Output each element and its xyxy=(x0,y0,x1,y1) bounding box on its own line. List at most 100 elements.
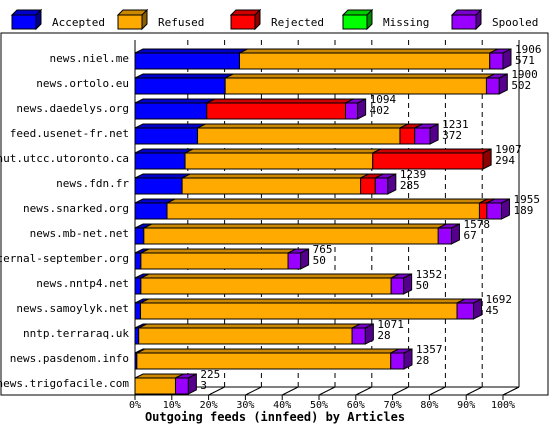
total-label: 1071 xyxy=(377,318,404,331)
bar-segment xyxy=(224,77,487,95)
bar-end-cap xyxy=(501,198,511,220)
legend-label: Rejected xyxy=(271,16,324,29)
bar-segment xyxy=(437,227,452,245)
bar-end-cap xyxy=(387,173,397,195)
x-tick-label: 90% xyxy=(457,400,475,411)
row-label: news.niel.me xyxy=(50,52,129,65)
x-tick-label: 40% xyxy=(273,400,291,411)
bar-segment xyxy=(134,152,186,170)
row-label: nut.utcc.utoronto.ca xyxy=(0,152,129,165)
bar-end-cap xyxy=(473,298,483,320)
gridline-floor xyxy=(502,386,520,396)
secondary-label: 189 xyxy=(514,204,534,217)
bar-segment-top xyxy=(372,148,492,154)
bar-segment-top xyxy=(140,248,297,254)
bar-segment xyxy=(143,227,439,245)
legend-swatch xyxy=(342,14,368,30)
bar-segment xyxy=(239,52,491,70)
bar-segment-top xyxy=(136,348,399,354)
total-label: 1352 xyxy=(416,268,443,281)
secondary-label: 294 xyxy=(495,154,515,167)
bar-segment xyxy=(134,377,176,395)
row-labels: news.niel.me news.ortolo.eu news.daedelys.… xyxy=(0,52,129,390)
bar-segment xyxy=(134,127,199,145)
bar-segment xyxy=(174,377,189,395)
bar-segment xyxy=(134,302,142,320)
bar-end-cap xyxy=(429,123,439,145)
bar-segment-top xyxy=(134,73,234,79)
secondary-label: 502 xyxy=(511,79,531,92)
row-label: eternal-september.org xyxy=(0,252,129,265)
bar-segment xyxy=(134,77,226,95)
x-tick-label: 20% xyxy=(200,400,218,411)
total-label: 1906 xyxy=(515,43,542,56)
row-label: news.samoylyk.net xyxy=(16,302,129,315)
legend-label: Accepted xyxy=(52,16,105,29)
secondary-label: 67 xyxy=(463,229,476,242)
legend: Accepted Refused Rejected Missing Spooled xyxy=(10,8,538,31)
row-label: news.snarked.org xyxy=(23,202,129,215)
bars xyxy=(134,48,512,395)
gridline-floor xyxy=(392,386,409,396)
bar-segment xyxy=(344,102,359,120)
value-labels: 1906571190050210944021231372190729412392… xyxy=(200,43,541,392)
bar-segment-top xyxy=(138,323,361,329)
bar-segment xyxy=(184,152,374,170)
bar-end-cap xyxy=(403,348,413,370)
gridline-floor xyxy=(429,386,446,396)
bar-end-cap xyxy=(502,48,512,70)
bar-segment xyxy=(360,177,376,195)
row-label: news.mb-net.net xyxy=(30,227,129,240)
bar-segment xyxy=(138,327,353,345)
x-tick-label: 100% xyxy=(491,400,515,411)
bar-segment-top xyxy=(184,148,381,154)
row-label: news.nntp4.net xyxy=(36,277,129,290)
total-label: 1955 xyxy=(514,193,541,206)
x-tick-label: 50% xyxy=(310,400,328,411)
bar-segment-top xyxy=(206,98,354,104)
bar-end-cap xyxy=(450,223,460,245)
bar-segment-top xyxy=(134,173,191,179)
bar-segment xyxy=(206,102,346,120)
secondary-label: 28 xyxy=(377,329,390,342)
bar-segment xyxy=(390,352,405,370)
gridline-floor xyxy=(281,386,299,396)
bar-segment-top xyxy=(181,173,369,179)
gridline-floor xyxy=(208,386,225,396)
bar-end-cap xyxy=(187,373,197,395)
bar-segment-top xyxy=(166,198,488,204)
bar-segment xyxy=(374,177,389,195)
total-label: 1900 xyxy=(511,68,538,81)
gridline-floor xyxy=(318,386,336,396)
bar-segment xyxy=(485,77,500,95)
row-label: news.pasdenom.info xyxy=(10,352,129,365)
legend-swatch xyxy=(117,14,143,30)
x-tick-label: 60% xyxy=(347,400,365,411)
bar-segment xyxy=(140,302,458,320)
secondary-label: 3 xyxy=(200,379,207,392)
legend-label: Missing xyxy=(383,16,429,29)
bar-segment-top xyxy=(224,73,495,79)
bar-segment xyxy=(414,127,431,145)
bar-segment xyxy=(134,277,142,295)
bar-segment xyxy=(134,52,241,70)
bar-segment xyxy=(140,277,392,295)
total-label: 765 xyxy=(313,243,333,256)
bar-end-cap xyxy=(364,323,374,345)
x-tick-label: 30% xyxy=(236,400,254,411)
bar-segment-top xyxy=(143,223,447,229)
bar-end-cap xyxy=(482,148,492,170)
row-label: news.daedelys.org xyxy=(16,102,129,115)
x-axis-ticks: 0% 10% 20% 30% 40% 50% 60% 70% 80% 90% 100% xyxy=(129,395,515,411)
bar-segment xyxy=(390,277,405,295)
secondary-label: 45 xyxy=(486,304,499,317)
bar-segment xyxy=(181,177,362,195)
bar-segment-top xyxy=(197,123,409,129)
bar-end-cap xyxy=(300,248,310,270)
bar-segment xyxy=(140,252,289,270)
legend-swatch xyxy=(451,14,477,30)
total-label: 1231 xyxy=(442,118,469,131)
x-tick-label: 0% xyxy=(129,400,141,411)
bar-segment xyxy=(399,127,416,145)
